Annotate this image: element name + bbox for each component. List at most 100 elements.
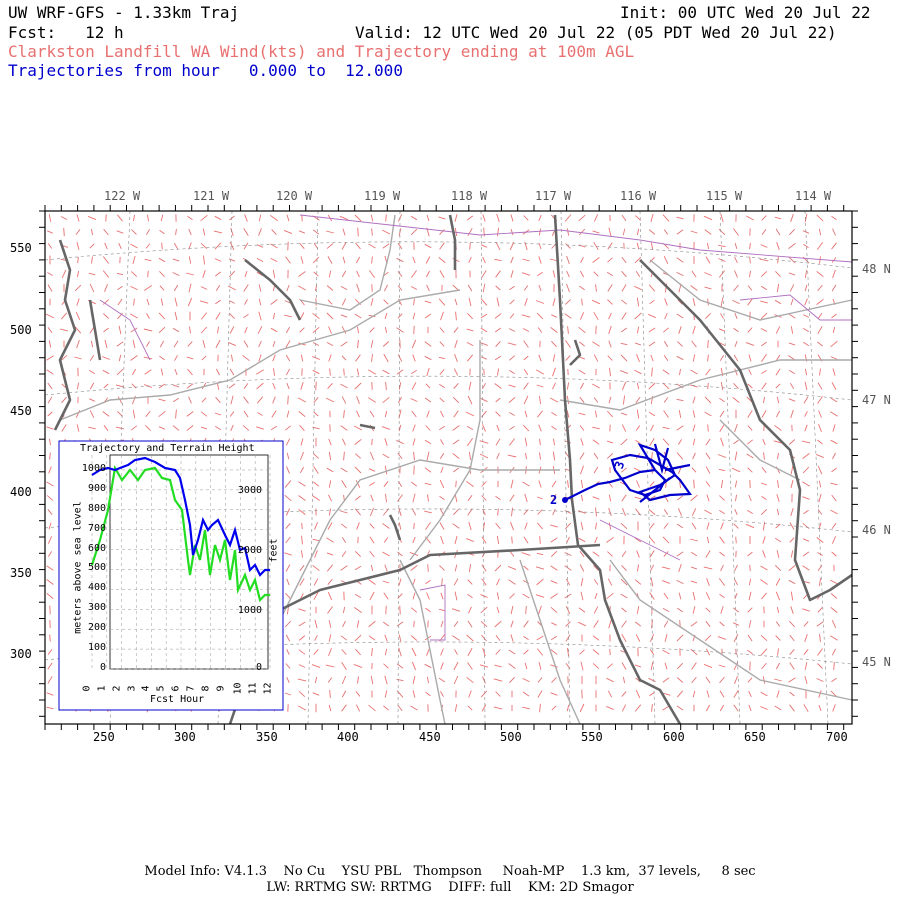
wind-barb bbox=[146, 313, 150, 319]
wind-barb bbox=[648, 229, 656, 235]
wind-barb bbox=[88, 426, 96, 430]
wind-barb bbox=[802, 481, 810, 487]
wind-barb bbox=[606, 677, 614, 683]
wind-barb bbox=[467, 579, 473, 585]
wind-barb bbox=[229, 411, 235, 417]
wind-barb bbox=[790, 326, 794, 334]
wind-barb bbox=[524, 522, 528, 530]
wind-barb bbox=[172, 397, 180, 403]
wind-barb bbox=[760, 285, 768, 291]
y-tick-label: 450 bbox=[10, 404, 32, 418]
wind-barb bbox=[467, 662, 473, 670]
wind-barb bbox=[285, 438, 291, 446]
wind-barb bbox=[341, 480, 347, 488]
wind-barb bbox=[564, 565, 572, 571]
wind-barb bbox=[439, 242, 445, 250]
wind-barb bbox=[621, 214, 627, 222]
wind-barb bbox=[327, 677, 333, 683]
wind-barb bbox=[327, 606, 333, 614]
wind-barb bbox=[565, 299, 571, 305]
wind-barb bbox=[606, 453, 614, 459]
wind-barb bbox=[328, 326, 332, 334]
wind-barb bbox=[817, 663, 823, 669]
inset-x-tick: 11 bbox=[247, 682, 259, 695]
wind-barb bbox=[733, 607, 739, 613]
wind-barb bbox=[381, 426, 391, 430]
wind-barb bbox=[509, 593, 515, 599]
wind-barb bbox=[691, 270, 697, 278]
wind-barb bbox=[425, 607, 431, 613]
wind-barb bbox=[480, 342, 488, 346]
wind-barb bbox=[396, 327, 404, 333]
wind-barb bbox=[565, 355, 571, 361]
lon-label: 115 W bbox=[706, 189, 743, 203]
wind-barb bbox=[384, 648, 388, 656]
wind-barb bbox=[482, 522, 486, 530]
wind-barb bbox=[832, 269, 836, 279]
wind-barb bbox=[622, 228, 626, 236]
wind-barb bbox=[300, 256, 304, 264]
wind-barb bbox=[424, 439, 432, 445]
wind-barb bbox=[650, 424, 654, 432]
wind-barb bbox=[159, 355, 165, 361]
wind-barb bbox=[371, 256, 373, 264]
wind-barb bbox=[635, 508, 641, 516]
wind-barb bbox=[594, 592, 598, 600]
wind-barb bbox=[256, 258, 264, 262]
wind-barb bbox=[186, 356, 194, 360]
wind-barb bbox=[734, 480, 738, 488]
inset-y-left-tick: 900 bbox=[87, 482, 106, 494]
wind-barb bbox=[706, 494, 710, 502]
wind-barb bbox=[748, 494, 752, 502]
wind-barb bbox=[524, 410, 528, 418]
wind-barb bbox=[439, 369, 445, 375]
wind-barb bbox=[595, 284, 597, 292]
wind-barb bbox=[47, 411, 53, 417]
x-tick-label: 600 bbox=[663, 730, 685, 744]
wind-barb bbox=[662, 438, 670, 446]
wind-barb bbox=[635, 689, 641, 699]
wind-barb bbox=[662, 369, 670, 375]
wind-barb bbox=[580, 661, 584, 671]
wind-barb bbox=[802, 496, 810, 500]
wind-barb bbox=[413, 298, 415, 306]
wind-barb bbox=[467, 284, 473, 292]
wind-barb bbox=[495, 397, 501, 403]
wind-barb bbox=[228, 383, 236, 389]
wind-barb bbox=[536, 552, 544, 556]
wind-barb bbox=[115, 384, 125, 388]
wind-barb bbox=[732, 299, 740, 305]
wind-barb bbox=[382, 369, 390, 375]
lat-label: 47 N bbox=[862, 393, 891, 407]
wind-barb bbox=[398, 647, 402, 657]
wind-barb bbox=[326, 467, 334, 473]
wind-barb bbox=[761, 370, 767, 374]
wind-barb bbox=[692, 297, 696, 307]
wind-barb bbox=[578, 369, 586, 375]
wind-barb bbox=[733, 439, 739, 445]
wind-barb bbox=[383, 663, 389, 669]
wind-barb bbox=[550, 593, 558, 599]
wind-barb bbox=[551, 425, 557, 431]
wind-barb bbox=[790, 409, 794, 419]
wind-barb bbox=[551, 493, 557, 503]
wind-barb bbox=[523, 395, 529, 405]
wind-barb bbox=[271, 410, 277, 418]
wind-barb bbox=[579, 396, 585, 404]
wind-barb bbox=[63, 227, 65, 237]
wind-barb bbox=[314, 619, 318, 629]
wind-barb bbox=[76, 214, 80, 222]
wind-barb bbox=[494, 564, 502, 572]
wind-barb bbox=[816, 621, 824, 627]
wind-barb bbox=[677, 341, 683, 347]
wind-barb bbox=[761, 341, 767, 347]
wind-barb bbox=[468, 521, 472, 531]
lon-label: 119 W bbox=[364, 189, 401, 203]
wind-barb bbox=[762, 396, 766, 404]
wind-barb bbox=[440, 466, 444, 474]
wind-barb bbox=[453, 383, 459, 389]
wind-barb bbox=[832, 424, 836, 432]
wind-barb bbox=[356, 283, 360, 293]
wind-barb bbox=[398, 634, 402, 642]
wind-barb bbox=[104, 284, 108, 292]
